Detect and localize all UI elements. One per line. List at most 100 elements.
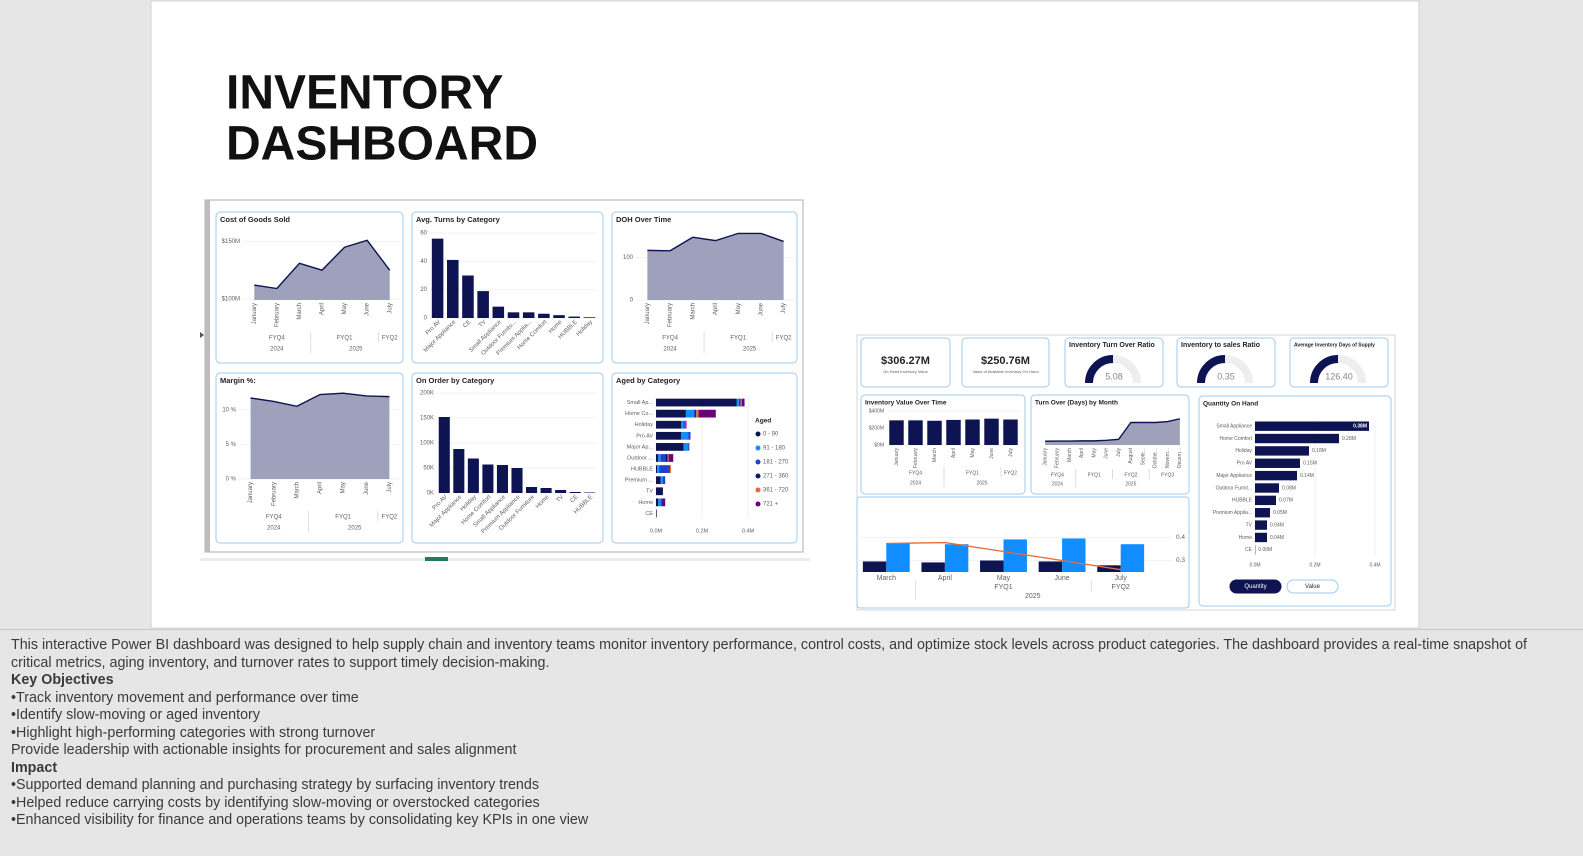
y-tick-label: 40 (420, 259, 427, 265)
legend-swatch (755, 487, 761, 493)
line (886, 541, 1121, 571)
data-label: 0.38M (1353, 424, 1367, 430)
bar (553, 315, 565, 318)
y-tick-label: Outdoor ... (627, 455, 653, 461)
bar (980, 560, 1004, 572)
panel-title: Turn Over (Days) by Month (1035, 400, 1118, 407)
bar (1255, 458, 1300, 468)
axis-group-label: 2025 (743, 347, 757, 353)
section-heading: Key Objectives (11, 672, 114, 688)
panel (411, 372, 604, 544)
y-tick-label: Holiday (635, 422, 654, 428)
axis-group-label: FYQ4 (269, 336, 285, 342)
bar (1255, 508, 1270, 518)
line (647, 232, 784, 252)
data-label: 0.15M (1303, 461, 1317, 467)
bar (467, 458, 479, 493)
panel-title: DOH Over Time (616, 215, 671, 224)
bar-segment (685, 420, 687, 429)
x-tick-label: May (342, 303, 348, 314)
y-tick-label: Home Comfort (1219, 436, 1252, 442)
bar (927, 420, 942, 445)
x-tick-label: February (1055, 448, 1061, 469)
bar (1255, 421, 1369, 431)
bar-segment (695, 409, 697, 418)
y-tick-label: 0 (424, 316, 428, 322)
axis-group-label: 2025 (349, 347, 363, 353)
x-tick-label: March (877, 575, 897, 582)
x-tick-label: June (759, 302, 765, 316)
x-tick-label: January (645, 303, 651, 324)
bar-segment (656, 487, 663, 496)
axis-group-label: 2024 (1052, 481, 1063, 487)
bar (583, 317, 596, 318)
text-line: Provide leadership with actionable insig… (11, 742, 517, 758)
y-tick-label: CE (645, 511, 653, 517)
legend-label: 271 - 360 (763, 474, 789, 480)
kpi-caption: Value of Available Inventory On Hand (972, 369, 1038, 374)
axis-group-label: FYQ4 (662, 336, 678, 342)
bar (944, 544, 969, 572)
gauge-value: 126.40 (1325, 371, 1353, 381)
gauge-title: Average Inventory Days of Supply (1294, 342, 1375, 348)
panel-title: Avg. Turns by Category (416, 215, 501, 224)
bar-segment (669, 465, 671, 473)
x-tick-label: Octobe... (1153, 448, 1159, 468)
axis-group-label: FYQ1 (730, 336, 746, 342)
data-label: 0.18M (1312, 448, 1326, 454)
y-tick-label: TV (1246, 522, 1253, 528)
bar-segment (741, 398, 745, 407)
x-tick-label: June (1104, 448, 1110, 459)
bar-segment (656, 409, 686, 418)
scroll-thumb (425, 557, 448, 561)
axis-group-label: FYQ4 (1051, 472, 1064, 478)
axis-group-label: 2024 (267, 526, 281, 532)
y-tick-label: Home (638, 500, 653, 506)
slide-title: INVENTORY (226, 67, 503, 120)
bar (462, 275, 474, 318)
bar-segment (658, 498, 661, 507)
x-tick-label: 0.2M (696, 528, 709, 534)
bar (1255, 470, 1297, 481)
y-tick-label: 200K (420, 391, 434, 397)
y-tick-label: $200M (869, 425, 884, 431)
slide-title: DASHBOARD (226, 118, 538, 171)
x-tick-label: 0.4M (1369, 562, 1380, 568)
x-tick-label: April (1079, 448, 1085, 458)
bar-segment (656, 465, 658, 473)
x-tick-label: 0.2M (1309, 562, 1320, 568)
data-label: 0.08M (1282, 485, 1296, 491)
toggle-button[interactable] (1286, 579, 1339, 594)
bar-segment (683, 420, 685, 429)
axis-group-label: FYQ2 (776, 336, 792, 342)
bar-segment (656, 454, 659, 462)
kpi-value: $306.27M (881, 355, 930, 367)
y-tick-label: Premium ... (625, 478, 654, 484)
bar (946, 419, 961, 445)
x-tick-label: April (938, 575, 952, 582)
toggle-button[interactable] (1229, 579, 1282, 594)
text-line: •Highlight high-performing categories wi… (11, 724, 376, 741)
toggle-label: Quantity (1244, 584, 1266, 590)
bar-segment (662, 498, 666, 507)
axis-group-label: 2025 (976, 480, 987, 486)
area-fill (1045, 418, 1180, 445)
x-tick-label: February (668, 303, 674, 327)
legend-label: 91 - 180 (763, 446, 786, 452)
axis-group-label: 2025 (1025, 593, 1041, 600)
text-line: This interactive Power BI dashboard was … (11, 637, 1527, 671)
bar-segment (668, 454, 674, 462)
bar-segment (736, 398, 739, 407)
line (250, 392, 390, 408)
section-heading: Impact (11, 759, 58, 776)
toggle-label: Value (1305, 584, 1321, 590)
line (1045, 418, 1181, 442)
y-tick-label: Small Ap... (627, 400, 654, 406)
y-tick-label: Holiday (1235, 448, 1252, 454)
text-line: •Track inventory movement and performanc… (11, 689, 359, 706)
bar-segment (738, 398, 740, 407)
gauge-title: Inventory Turn Over Ratio (1069, 342, 1155, 349)
axis-group-label: 2024 (910, 480, 921, 486)
bar-segment (698, 409, 716, 418)
gauge-fill (1197, 355, 1226, 384)
